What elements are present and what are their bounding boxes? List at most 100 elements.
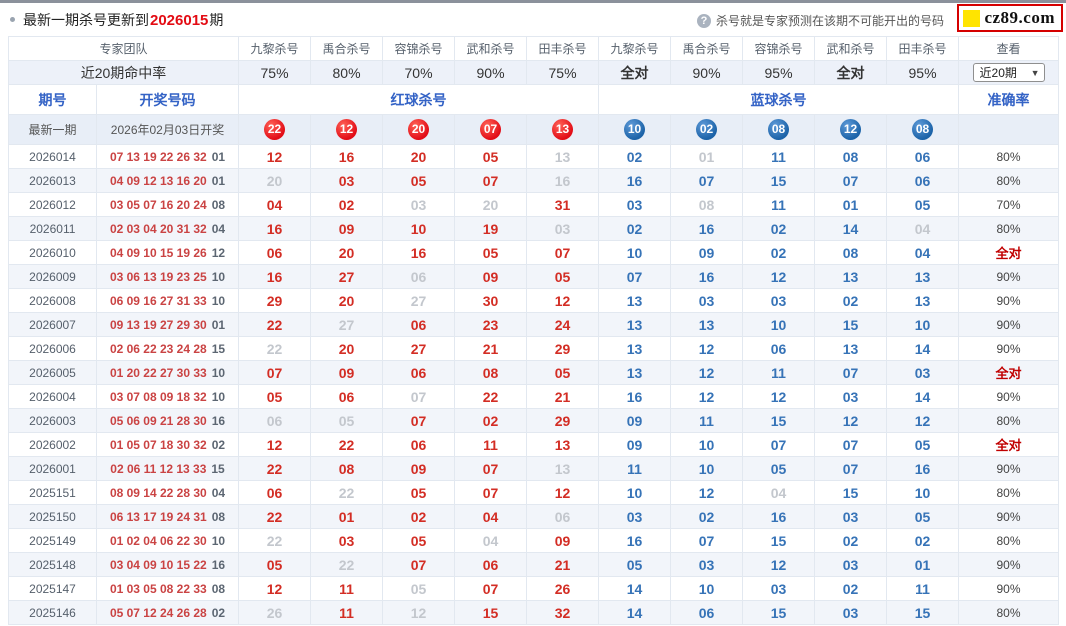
blue-kill-cell: 13	[814, 264, 888, 289]
blue-kill-cell: 11	[598, 456, 672, 481]
blue-ball-cell: 02	[670, 114, 744, 145]
blue-kill-cell: 08	[670, 192, 744, 217]
red-ball-cell: 20	[382, 114, 456, 145]
red-kill-cell: 16	[526, 168, 600, 193]
kill-number-hint: ? 杀号就是专家预测在该期不可能开出的号码	[696, 12, 944, 29]
red-kill-cell: 05	[382, 168, 456, 193]
draw-blue-number: 10	[211, 365, 226, 380]
red-kill-cell: 11	[310, 600, 384, 625]
red-kill-cell: 26	[526, 576, 600, 601]
red-ball: 20	[408, 119, 430, 140]
expert-column-header: 容锦杀号	[742, 36, 816, 61]
red-kill-cell: 04	[454, 528, 528, 553]
blue-kill-cell: 12	[670, 336, 744, 361]
blue-kill-cell: 11	[742, 192, 816, 217]
red-kill-cell: 21	[454, 336, 528, 361]
blue-kill-cell: 10	[670, 432, 744, 457]
blue-kill-cell: 10	[742, 312, 816, 337]
draw-cell: 09 13 19 27 29 30 01	[95, 312, 240, 337]
draw-red-numbers: 01 03 05 08 22 33	[109, 581, 207, 596]
blue-kill-cell: 14	[814, 216, 888, 241]
blue-kill-cell: 12	[742, 384, 816, 409]
table-row: 2025148 03 04 09 10 15 22 16 05 22 07 06 21 05 03…	[8, 552, 1060, 577]
accuracy-cell: 80%	[958, 528, 1060, 553]
blue-kill-cell: 15	[814, 312, 888, 337]
red-kill-cell: 07	[382, 552, 456, 577]
red-kill-cell: 07	[526, 240, 600, 265]
blue-kill-cell: 03	[814, 384, 888, 409]
blue-ball: 08	[768, 119, 790, 140]
red-ball: 22	[264, 119, 286, 140]
red-kill-cell: 20	[310, 288, 384, 313]
blue-kill-cell: 13	[598, 312, 672, 337]
red-kill-cell: 02	[310, 192, 384, 217]
draw-red-numbers: 02 06 11 12 13 33	[110, 461, 207, 476]
red-kill-cell: 27	[310, 264, 384, 289]
help-text: 杀号就是专家预测在该期不可能开出的号码	[715, 14, 944, 28]
draw-cell: 05 06 09 21 28 30 16	[95, 408, 240, 433]
red-kill-cell: 12	[526, 288, 600, 313]
table-row: 2026011 02 03 04 20 31 32 04 16 09 10 19 03 02 16…	[8, 216, 1060, 241]
red-kill-cell: 07	[454, 456, 528, 481]
red-kill-cell: 07	[238, 360, 312, 385]
blue-kill-cell: 12	[742, 264, 816, 289]
period-cell: 2026011	[8, 216, 97, 241]
blue-kill-cell: 12	[742, 552, 816, 577]
draw-red-numbers: 03 05 07 16 20 24	[109, 197, 207, 212]
red-kill-cell: 05	[238, 552, 312, 577]
blue-kill-cell: 13	[598, 288, 672, 313]
red-kill-cell: 07	[382, 408, 456, 433]
logo-yellow-block-icon	[963, 9, 981, 27]
red-kill-cell: 24	[526, 312, 600, 337]
chevron-down-icon: ▼	[1030, 67, 1040, 78]
blue-kill-cell: 03	[670, 288, 744, 313]
red-kill-cell: 05	[454, 144, 528, 169]
table-row: 2025150 06 13 17 19 24 31 08 22 01 02 04 06 03 02…	[8, 504, 1060, 529]
red-kill-cell: 19	[454, 216, 528, 241]
site-logo[interactable]: cz89.com	[957, 4, 1063, 32]
draw-blue-number: 12	[211, 245, 226, 260]
period-cell: 2026002	[8, 432, 97, 457]
blue-kill-cell: 15	[814, 480, 888, 505]
draw-red-numbers: 02 03 04 20 31 32	[109, 221, 207, 236]
blue-kill-cell: 09	[670, 240, 744, 265]
range-select[interactable]: 近20期 ▼	[972, 63, 1045, 82]
accuracy-cell: 全对	[958, 360, 1060, 385]
table-row: 2026010 04 09 10 15 19 26 12 06 20 16 05 07 10 09…	[8, 240, 1060, 265]
blue-kill-cell: 10	[598, 240, 672, 265]
title-prefix: 最新一期杀号更新到	[23, 11, 149, 28]
blue-kill-cell: 14	[598, 600, 672, 625]
blue-kill-cell: 12	[670, 384, 744, 409]
blue-kill-cell: 16	[598, 384, 672, 409]
red-kill-cell: 08	[454, 360, 528, 385]
blue-kill-cell: 16	[598, 528, 672, 553]
blue-kill-cell: 12	[886, 408, 960, 433]
draw-red-numbers: 04 09 12 13 16 20	[109, 173, 207, 188]
table-row: 2025149 01 02 04 06 22 30 10 22 03 05 04 09 16 07…	[8, 528, 1060, 553]
red-kill-cell: 07	[454, 168, 528, 193]
table-row: 2026003 05 06 09 21 28 30 16 06 05 07 02 29 09 11…	[8, 408, 1060, 433]
draw-red-numbers: 04 09 10 15 19 26	[109, 245, 207, 260]
blue-kill-cell: 07	[670, 528, 744, 553]
accuracy-cell: 80%	[958, 144, 1060, 169]
red-kill-cell: 16	[238, 216, 312, 241]
period-cell: 2026013	[8, 168, 97, 193]
red-kill-cell: 21	[526, 552, 600, 577]
red-kill-cell: 12	[238, 144, 312, 169]
blue-kill-cell: 02	[814, 528, 888, 553]
red-kill-cell: 20	[310, 336, 384, 361]
draw-cell: 01 20 22 27 30 33 10	[95, 360, 240, 385]
red-kill-cell: 23	[454, 312, 528, 337]
draw-blue-number: 04	[211, 485, 226, 500]
period-cell: 2026014	[8, 144, 97, 169]
help-icon[interactable]: ?	[696, 13, 711, 28]
blue-kill-cell: 07	[598, 264, 672, 289]
hit-rate-value: 95%	[742, 60, 816, 85]
red-kill-cell: 20	[454, 192, 528, 217]
blue-kill-cell: 04	[886, 216, 960, 241]
draw-blue-number: 10	[211, 293, 226, 308]
draw-cell: 04 09 10 15 19 26 12	[95, 240, 240, 265]
period-cell: 2026012	[8, 192, 97, 217]
blue-kill-cell: 16	[670, 264, 744, 289]
red-kill-cell: 06	[454, 552, 528, 577]
